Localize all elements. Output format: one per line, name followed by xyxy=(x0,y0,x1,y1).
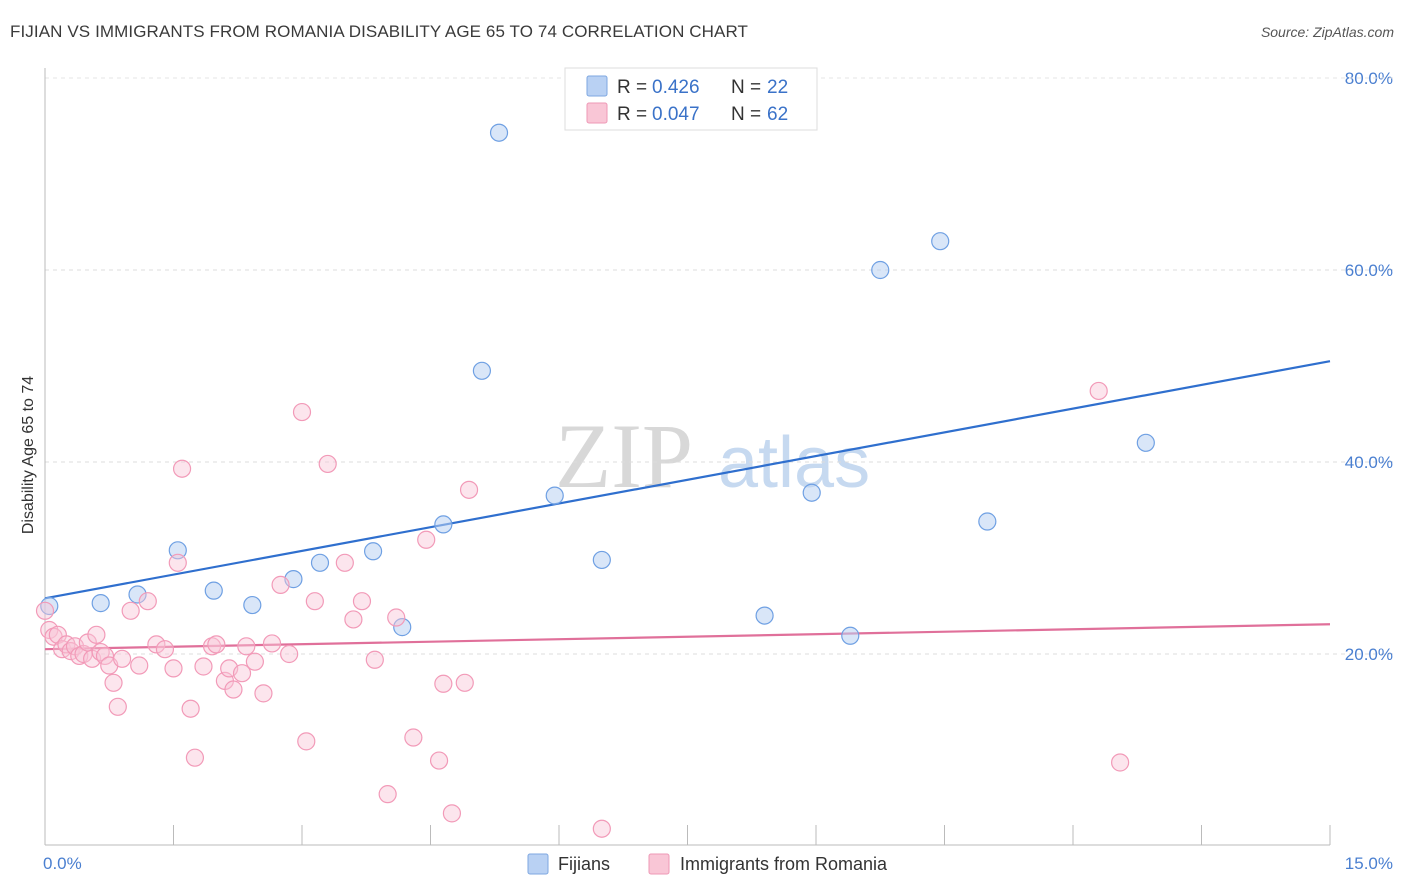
legend-swatch-fijians xyxy=(586,75,608,97)
point-romania xyxy=(280,644,299,664)
point-romania xyxy=(318,454,337,474)
y-axis-label: Disability Age 65 to 74 xyxy=(20,376,37,534)
point-romania xyxy=(185,748,205,767)
point-romania xyxy=(365,650,384,669)
legend-n-label-2: N = xyxy=(731,104,761,125)
point-romania xyxy=(292,402,312,422)
data-points xyxy=(35,123,1155,838)
point-romania xyxy=(305,592,324,611)
point-fijians xyxy=(204,581,223,600)
point-fijians xyxy=(393,618,412,637)
legend-r-label-2: R = xyxy=(617,104,647,125)
point-romania xyxy=(130,656,149,675)
point-romania xyxy=(254,684,273,703)
legend-swatch-romania xyxy=(586,102,608,124)
point-romania xyxy=(387,608,406,627)
point-fijians xyxy=(755,606,774,625)
point-fijians xyxy=(310,553,330,572)
point-fijians xyxy=(545,486,564,505)
point-romania xyxy=(262,634,282,653)
point-romania xyxy=(155,640,175,659)
point-romania xyxy=(87,625,106,644)
y-tick-label: 20.0% xyxy=(1345,645,1393,664)
trend-line-romania xyxy=(44,623,1331,651)
legend-r-label-1: R = xyxy=(617,77,647,98)
point-fijians xyxy=(168,541,187,560)
correlation-legend: R = 0.426 N = 22 R = 0.047 N = 62 xyxy=(564,67,818,131)
trend-line-fijians xyxy=(44,360,1331,600)
point-romania xyxy=(232,664,252,683)
point-fijians xyxy=(592,550,611,570)
watermark-zip: ZIP xyxy=(555,405,693,507)
point-romania xyxy=(417,530,436,549)
point-romania xyxy=(1111,753,1130,772)
x-tick-label-max: 15.0% xyxy=(1345,854,1393,873)
point-romania xyxy=(224,680,243,699)
point-romania xyxy=(297,732,316,751)
trend-lines xyxy=(44,360,1331,651)
point-romania xyxy=(95,646,115,666)
point-romania xyxy=(429,751,449,770)
point-romania xyxy=(378,785,397,804)
point-romania xyxy=(194,657,213,676)
point-fijians xyxy=(364,542,383,561)
point-romania xyxy=(138,592,157,611)
point-romania xyxy=(442,804,462,823)
point-romania xyxy=(35,601,55,620)
legend-r-value-fijians: 0.426 xyxy=(652,77,700,98)
y-tick-label: 60.0% xyxy=(1345,261,1393,280)
point-fijians xyxy=(802,483,821,502)
point-romania xyxy=(592,819,611,838)
point-romania xyxy=(404,728,423,747)
point-romania xyxy=(164,659,183,678)
chart-title: FIJIAN VS IMMIGRANTS FROM ROMANIA DISABI… xyxy=(10,22,749,41)
point-romania xyxy=(121,601,140,620)
y-tick-label: 40.0% xyxy=(1345,453,1393,472)
point-fijians xyxy=(489,123,509,142)
point-romania xyxy=(237,637,256,656)
point-fijians xyxy=(128,585,147,604)
bottom-legend-fijians: Fijians xyxy=(558,854,610,874)
legend-n-value-romania: 62 xyxy=(767,104,788,125)
point-romania xyxy=(207,635,226,654)
point-romania xyxy=(459,480,479,499)
gridlines: 20.0%40.0%60.0%80.0% xyxy=(45,69,1393,664)
point-romania xyxy=(352,592,372,611)
point-romania xyxy=(245,652,264,671)
legend-r-value-romania: 0.047 xyxy=(652,104,700,125)
watermark-atlas: atlas xyxy=(718,423,870,503)
point-romania xyxy=(271,575,290,594)
point-fijians xyxy=(434,515,453,534)
bottom-legend-swatch-fijians xyxy=(527,853,549,875)
point-fijians xyxy=(1136,433,1155,452)
x-tick-label-min: 0.0% xyxy=(43,854,82,873)
legend-n-label-1: N = xyxy=(731,77,761,98)
point-romania xyxy=(147,635,166,654)
point-fijians xyxy=(871,260,890,280)
point-fijians xyxy=(841,626,860,645)
legend-n-value-fijians: 22 xyxy=(767,77,788,98)
point-romania xyxy=(1089,381,1108,401)
point-romania xyxy=(172,459,192,478)
point-romania xyxy=(181,699,200,718)
point-fijians xyxy=(472,361,491,380)
point-romania xyxy=(168,553,187,572)
point-fijians xyxy=(931,232,950,251)
source-attribution: Source: ZipAtlas.com xyxy=(1260,24,1394,40)
bottom-legend-romania: Immigrants from Romania xyxy=(680,854,888,874)
point-fijians xyxy=(978,512,997,531)
point-romania xyxy=(108,697,127,716)
point-fijians xyxy=(243,595,262,615)
series-legend: Fijians Immigrants from Romania xyxy=(527,853,888,875)
point-romania xyxy=(455,673,474,692)
point-romania xyxy=(335,553,354,572)
point-romania xyxy=(112,649,132,668)
bottom-legend-swatch-romania xyxy=(648,853,670,875)
point-romania xyxy=(104,673,123,692)
point-romania xyxy=(344,610,363,629)
axes xyxy=(44,68,1331,846)
point-romania xyxy=(434,674,453,693)
point-fijians xyxy=(91,594,110,613)
